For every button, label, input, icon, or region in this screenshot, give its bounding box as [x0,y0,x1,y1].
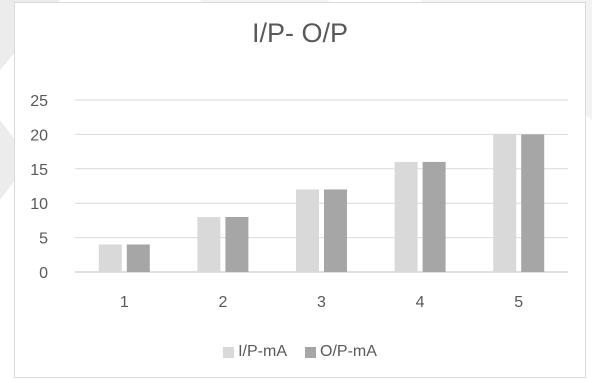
bar-series2-1 [127,244,150,272]
x-tick-label-4: 4 [416,294,425,311]
bar-series1-4 [395,162,418,272]
y-tick-label-20: 20 [30,127,48,144]
x-tick-label-2: 2 [218,294,227,311]
legend-swatch-op [305,347,316,358]
bar-series2-4 [423,162,446,272]
y-tick-label-25: 25 [30,93,48,110]
x-tick-label-1: 1 [120,294,129,311]
legend-label-op: O/P-mA [320,343,377,361]
x-tick-label-5: 5 [514,294,523,311]
y-tick-label-15: 15 [30,162,48,179]
bar-series1-5 [493,134,516,272]
bar-series1-3 [296,189,319,272]
y-tick-label-10: 10 [30,196,48,213]
bar-series1-1 [99,244,122,272]
legend-label-ip: I/P-mA [238,343,287,361]
legend-item-ip: I/P-mA [223,343,287,361]
y-tick-label-5: 5 [39,231,48,248]
bar-series2-3 [324,189,347,272]
legend-item-op: O/P-mA [305,343,377,361]
bar-series2-5 [521,134,544,272]
legend-swatch-ip [223,347,234,358]
bar-series2-2 [225,217,248,272]
y-tick-label-0: 0 [39,265,48,282]
x-tick-label-3: 3 [317,294,326,311]
chart-legend: I/P-mA O/P-mA [14,343,586,361]
bar-series1-2 [197,217,220,272]
